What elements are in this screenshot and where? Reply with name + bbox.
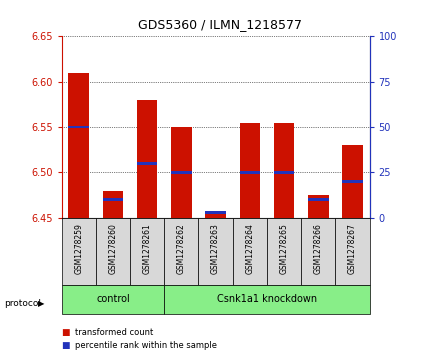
Text: Csnk1a1 knockdown: Csnk1a1 knockdown	[217, 294, 317, 305]
Text: ■: ■	[62, 328, 70, 337]
Bar	[62, 285, 164, 314]
Bar	[62, 218, 96, 285]
Bar	[205, 213, 226, 218]
Bar	[103, 191, 123, 218]
Text: ■: ■	[62, 341, 70, 350]
Text: percentile rank within the sample: percentile rank within the sample	[75, 341, 217, 350]
Bar	[69, 73, 89, 218]
Bar	[233, 218, 267, 285]
Text: transformed count: transformed count	[75, 328, 153, 337]
Bar	[96, 218, 130, 285]
Bar	[69, 126, 89, 129]
Bar	[205, 211, 226, 214]
Text: protocol: protocol	[4, 299, 41, 307]
Bar	[164, 218, 198, 285]
Text: GSM1278261: GSM1278261	[143, 223, 152, 274]
Bar	[342, 145, 363, 218]
Bar	[308, 195, 329, 218]
Bar	[335, 218, 370, 285]
Text: ▶: ▶	[38, 299, 45, 307]
Bar	[239, 122, 260, 218]
Bar	[274, 171, 294, 174]
Text: GSM1278267: GSM1278267	[348, 223, 357, 274]
Text: GSM1278260: GSM1278260	[108, 223, 117, 274]
Bar	[171, 127, 192, 218]
Bar	[301, 218, 335, 285]
Text: GSM1278265: GSM1278265	[279, 223, 289, 274]
Text: GSM1278266: GSM1278266	[314, 223, 323, 274]
Bar	[130, 218, 164, 285]
Bar	[267, 218, 301, 285]
Bar	[137, 162, 158, 165]
Bar	[274, 122, 294, 218]
Text: GSM1278264: GSM1278264	[246, 223, 254, 274]
Text: GSM1278263: GSM1278263	[211, 223, 220, 274]
Bar	[342, 180, 363, 183]
Text: GSM1278262: GSM1278262	[177, 223, 186, 274]
Bar	[164, 285, 370, 314]
Bar	[239, 171, 260, 174]
Bar	[137, 100, 158, 218]
Bar	[171, 171, 192, 174]
Bar	[198, 218, 233, 285]
Text: GDS5360 / ILMN_1218577: GDS5360 / ILMN_1218577	[138, 18, 302, 31]
Text: control: control	[96, 294, 130, 305]
Bar	[308, 198, 329, 201]
Text: GSM1278259: GSM1278259	[74, 223, 83, 274]
Bar	[103, 198, 123, 201]
